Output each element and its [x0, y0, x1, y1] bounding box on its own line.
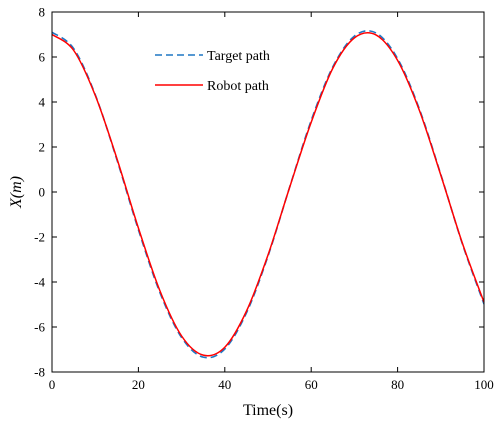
y-tick-label: 8: [39, 5, 46, 20]
y-tick-label: 4: [39, 95, 46, 110]
series-line-robot-path: [52, 32, 484, 357]
x-tick-label: 80: [391, 377, 404, 392]
axes: 0 20 40 60 80 100 -8 -6 -4 -2 0 2 4 6 8 Time(s) X(m): [8, 5, 494, 420]
y-axis-label: X(m): [8, 176, 25, 209]
legend-label-target-path: Target path: [207, 49, 270, 64]
series-layer: [52, 29, 484, 359]
x-tick-label: 40: [218, 377, 231, 392]
y-tick-label: 0: [39, 185, 46, 200]
legend-label-robot-path: Robot path: [207, 79, 269, 94]
plot-background: [52, 12, 484, 372]
x-tick-label: 20: [132, 377, 145, 392]
x-tick-label: 60: [305, 377, 318, 392]
x-tick-label: 0: [49, 377, 56, 392]
y-tick-label: -8: [34, 365, 45, 380]
y-tick-label: -2: [34, 230, 45, 245]
plot-area: [52, 12, 484, 372]
y-tick-label: 6: [39, 50, 46, 65]
x-tick-label: 100: [474, 377, 494, 392]
y-tick-label: 2: [39, 140, 46, 155]
legend: Target path Robot path: [155, 49, 270, 94]
x-axis-label: Time(s): [243, 402, 293, 419]
y-tick-label: -6: [34, 320, 45, 335]
y-tick-label: -4: [34, 275, 45, 290]
